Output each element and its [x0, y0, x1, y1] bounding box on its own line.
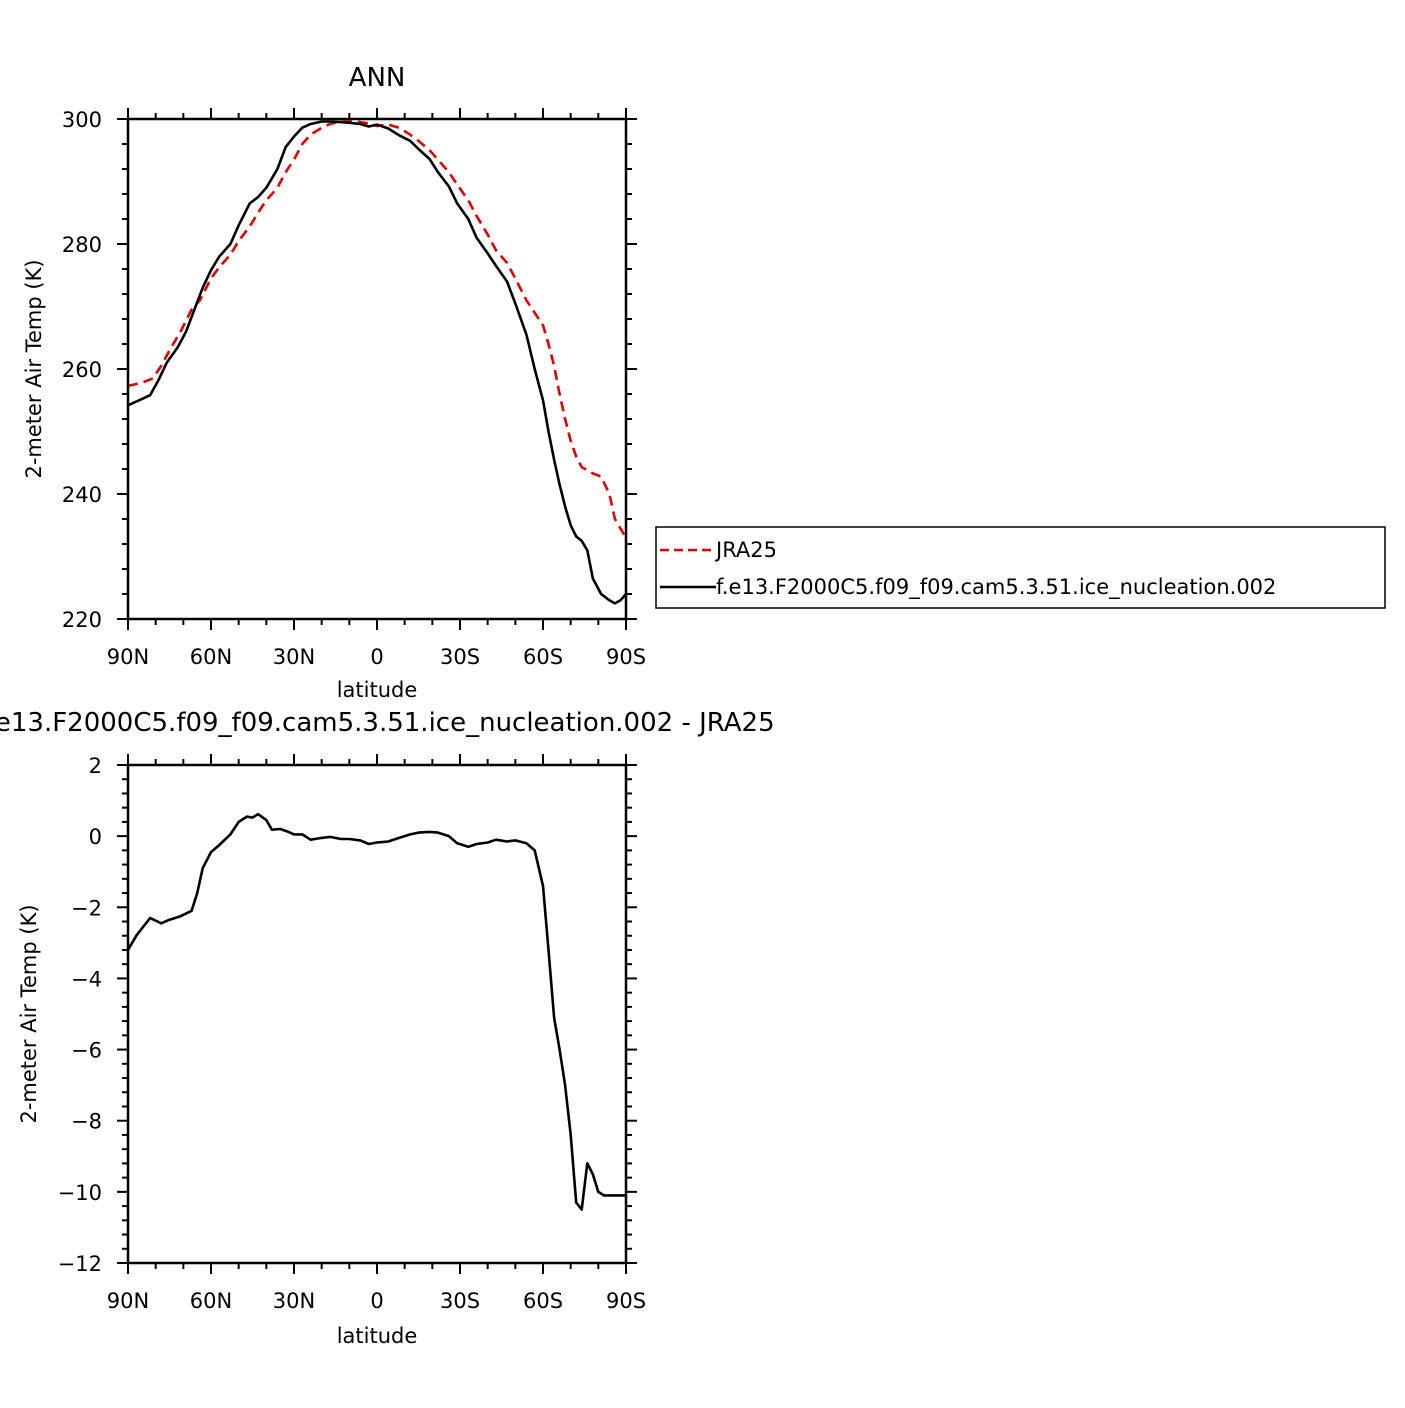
x-tick-label: 90S [606, 1289, 646, 1313]
series-line-0 [127, 120, 628, 539]
top-title: ANN [349, 63, 406, 93]
x-tick-label: 60S [523, 1289, 563, 1313]
legend-box [655, 526, 1386, 609]
x-tick-label: 30N [273, 1289, 315, 1313]
legend: JRA25 f.e13.F2000C5.f09_f09.cam5.3.51.ic… [655, 526, 1386, 609]
y-tick-label: −4 [71, 967, 102, 991]
y-tick-label: −6 [71, 1039, 102, 1063]
y-tick-label: 300 [62, 108, 102, 132]
y-tick-label: 240 [62, 483, 102, 507]
x-tick-label: 0 [370, 1289, 383, 1313]
x-tick-label: 90N [107, 645, 149, 669]
x-tick-label: 30S [440, 645, 480, 669]
y-tick-label: 280 [62, 233, 102, 257]
top-series-lines [127, 120, 628, 605]
top-panel: ANN latitude 2-meter Air Temp (K) 90N 60N… [22, 63, 646, 702]
bottom-ylabel: 2-meter Air Temp (K) [17, 904, 41, 1123]
y-tick-label: −2 [71, 896, 102, 920]
y-tick-label: −12 [58, 1252, 102, 1276]
y-tick-label: 2 [89, 754, 102, 778]
bottom-plot-frame [126, 763, 628, 1265]
x-tick-label: 0 [370, 645, 383, 669]
bottom-xlabel: latitude [337, 1324, 418, 1348]
x-tick-label: 60S [523, 645, 563, 669]
bottom-title: f.e13.F2000C5.f09_f09.cam5.3.51.ice_nucl… [0, 708, 775, 738]
y-tick-label: 220 [62, 608, 102, 632]
x-tick-label: 60N [190, 1289, 232, 1313]
legend-label-model: f.e13.F2000C5.f09_f09.cam5.3.51.ice_nucl… [716, 575, 1276, 600]
legend-label-jra25: JRA25 [714, 538, 777, 562]
x-tick-label: 60N [190, 645, 232, 669]
series-line-0 [126, 812, 626, 1211]
bottom-series-line [126, 812, 626, 1211]
top-plot-frame [126, 117, 628, 621]
x-tick-label: 90N [107, 1289, 149, 1313]
y-tick-label: 260 [62, 358, 102, 382]
series-line-1 [127, 120, 627, 605]
x-tick-label: 30N [273, 645, 315, 669]
y-tick-label: 0 [89, 825, 102, 849]
top-axes: 90N 60N 30N 0 30S 60S 90S 220 240 260 280 300 [62, 108, 646, 669]
bottom-panel: f.e13.F2000C5.f09_f09.cam5.3.51.ice_nucl… [0, 708, 775, 1348]
top-ylabel: 2-meter Air Temp (K) [22, 259, 46, 478]
top-xlabel: latitude [337, 678, 418, 702]
x-tick-label: 90S [606, 645, 646, 669]
y-tick-label: −10 [58, 1181, 102, 1205]
x-tick-label: 30S [440, 1289, 480, 1313]
y-tick-label: −8 [71, 1110, 102, 1134]
